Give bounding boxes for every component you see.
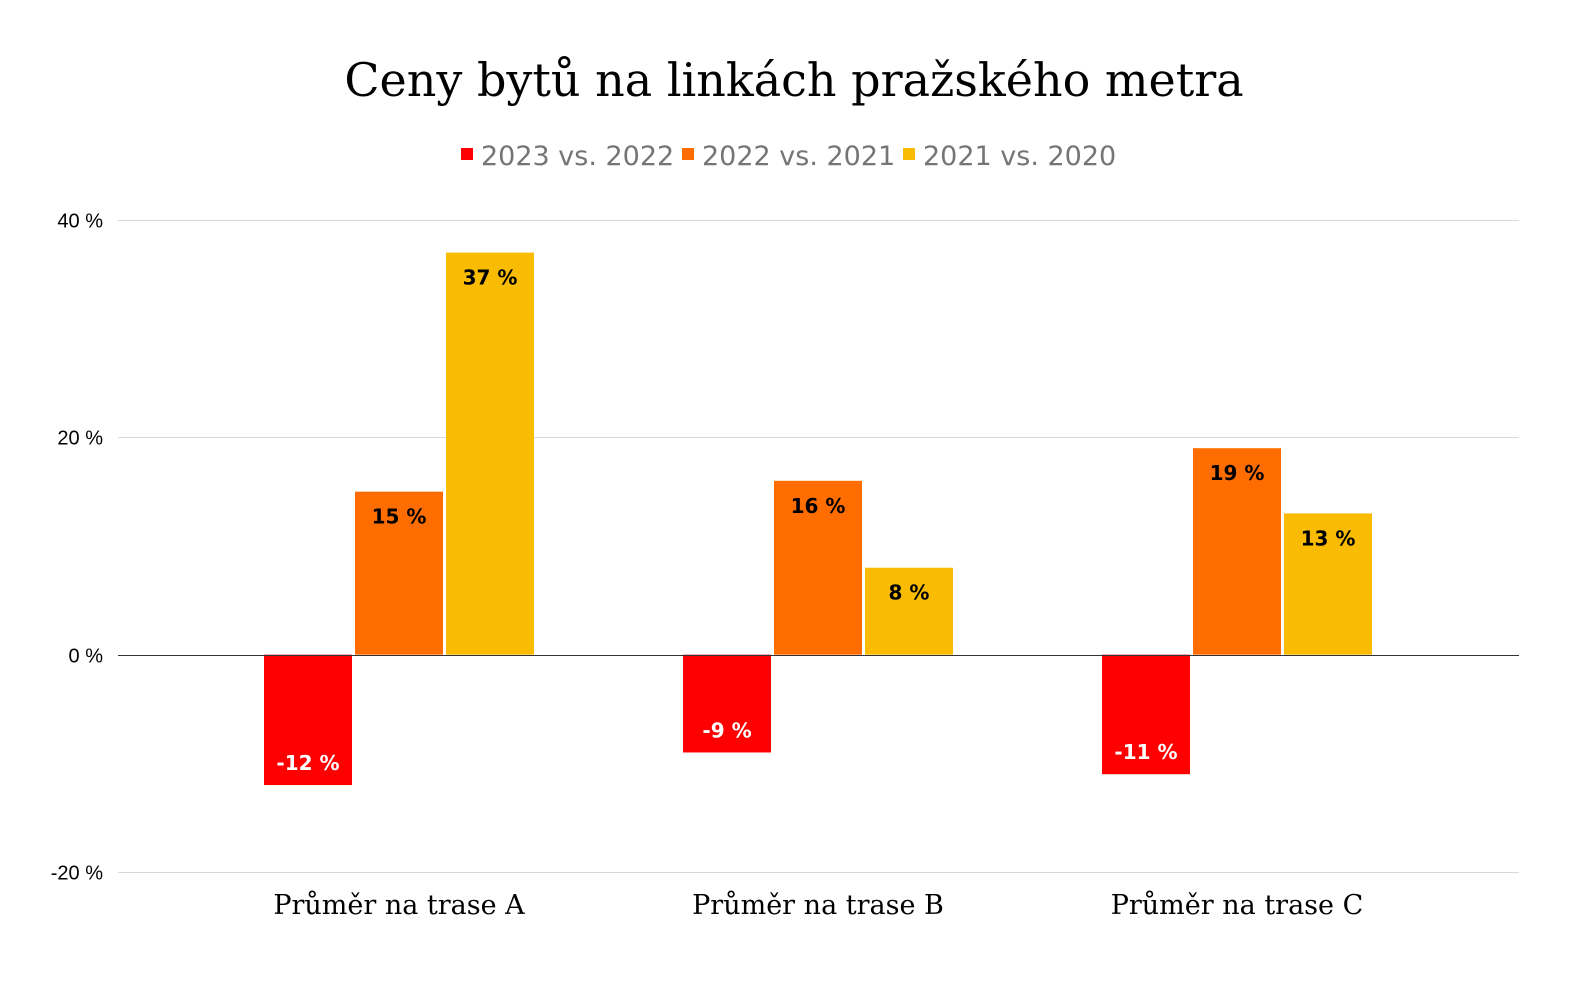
chart-title: Ceny bytů na linkách pražského metra [344, 53, 1243, 107]
y-axis: 40 % 20 % 0 % -20 % [51, 211, 103, 885]
data-label: -12 % [276, 751, 339, 775]
legend-label: 2021 vs. 2020 [923, 141, 1116, 172]
data-label: 37 % [463, 266, 518, 290]
legend-label: 2022 vs. 2021 [702, 141, 895, 172]
x-axis: Průměr na trase A Průměr na trase B Průměr… [273, 889, 1363, 921]
x-category-label: Průměr na trase A [273, 889, 525, 921]
legend-item: 2022 vs. 2021 [682, 141, 895, 172]
legend-item: 2021 vs. 2020 [903, 141, 1116, 172]
bar [355, 491, 443, 655]
y-tick-label: -20 % [51, 863, 103, 885]
bar [774, 480, 862, 655]
x-category-label: Průměr na trase C [1111, 889, 1364, 921]
data-label: 16 % [791, 494, 846, 518]
chart-legend: 2023 vs. 2022 2022 vs. 2021 2021 vs. 2020 [461, 141, 1116, 172]
legend-swatch [903, 148, 915, 160]
bar [446, 252, 534, 655]
legend-swatch [682, 148, 694, 160]
bar [1193, 448, 1281, 655]
y-tick-label: 0 % [69, 646, 104, 668]
bar [683, 654, 771, 753]
data-label: 8 % [889, 581, 930, 605]
bar [1102, 654, 1190, 775]
data-label: -11 % [1114, 740, 1177, 764]
legend-label: 2023 vs. 2022 [481, 141, 674, 172]
bar [264, 654, 352, 786]
y-tick-label: 40 % [57, 211, 103, 233]
data-label: 19 % [1210, 461, 1265, 485]
bar [1284, 513, 1372, 655]
legend-item: 2023 vs. 2022 [461, 141, 674, 172]
data-labels: -12 % -9 % -11 % 15 % 16 % 19 % 37 % 8 % 13 % [276, 266, 1355, 775]
data-label: 15 % [372, 505, 427, 529]
data-label: 13 % [1301, 526, 1356, 550]
y-tick-label: 20 % [57, 428, 103, 450]
data-label: -9 % [702, 718, 751, 742]
legend-swatch [461, 148, 473, 160]
bars [264, 252, 1372, 786]
bar [865, 567, 953, 655]
x-category-label: Průměr na trase B [692, 889, 944, 921]
gridlines [118, 220, 1519, 873]
